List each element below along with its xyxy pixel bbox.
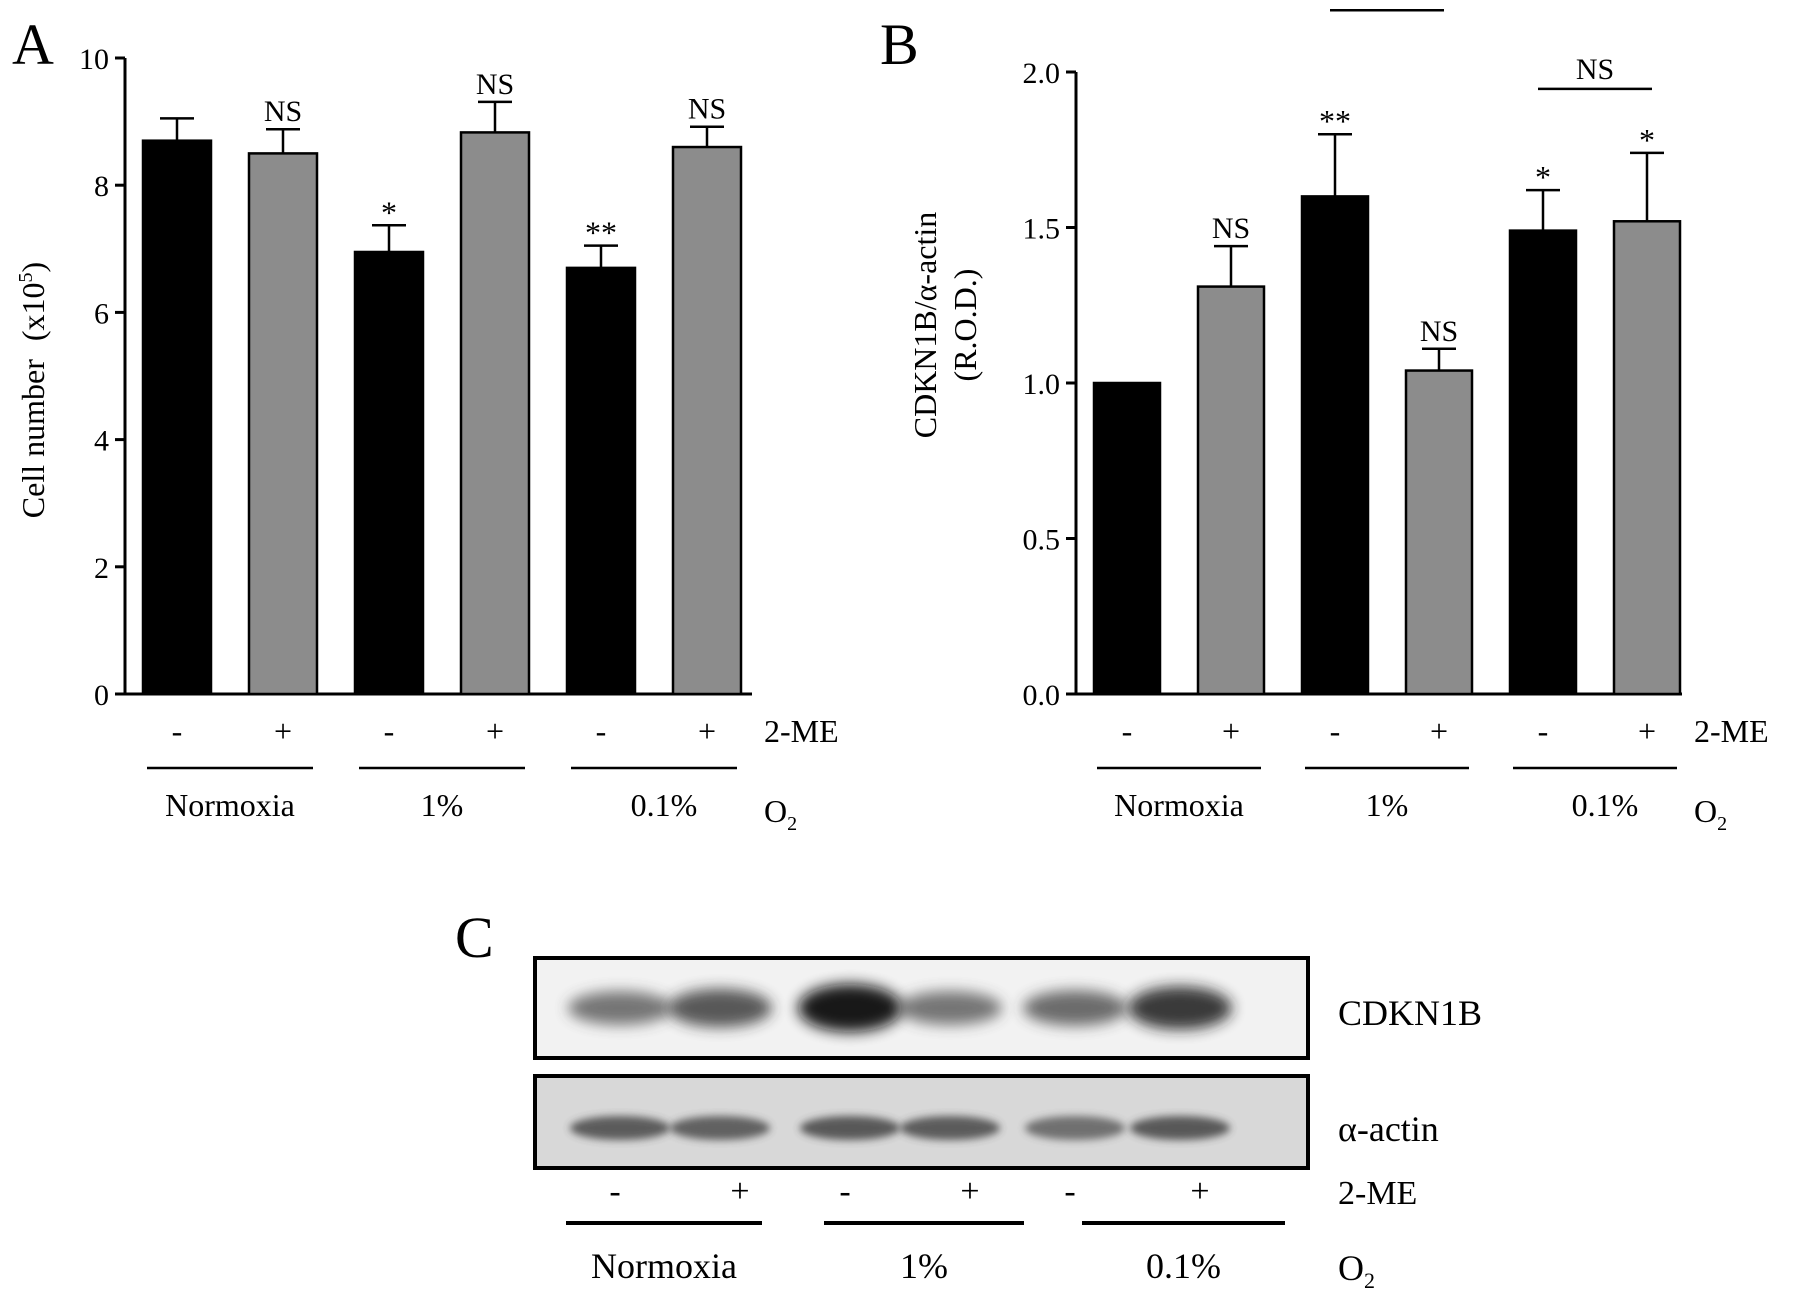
blot-treatment-sign: - [1064, 1173, 1075, 1210]
blot-treatment-sign: - [839, 1173, 850, 1210]
chart-a-ylabel-text: Cell number [15, 359, 51, 518]
chart-a-treatment-sign: + [698, 713, 716, 749]
chart-a-bar [353, 250, 425, 696]
chart-a-ylabel-unit: (x10 [15, 282, 51, 341]
chart-a-treatment-label: 2-ME [764, 713, 839, 749]
chart-b-bar [1196, 285, 1266, 696]
chart-b-bar [1508, 229, 1578, 696]
chart-a-significance-label: NS [264, 95, 302, 128]
chart-a-group-label: 1% [421, 787, 464, 823]
panel-label-a: A [12, 12, 54, 77]
chart-b-treatment-label: 2-ME [1694, 713, 1769, 749]
chart-a: 0 2 4 6 8 10 NS * NS ** NS - + - + - +2-ME Normoxia 1% 0.1%… [79, 43, 839, 835]
chart-a-ytick-label: 10 [79, 43, 109, 76]
chart-a-treatment-sign: - [384, 713, 395, 749]
chart-b-ytick-label: 0.5 [1023, 524, 1061, 557]
blot-actin-band [800, 1116, 900, 1140]
chart-a-bar [671, 145, 743, 696]
chart-b-group-label: 1% [1366, 787, 1409, 823]
blot-actin-band [900, 1116, 1000, 1140]
chart-a-significance-label: NS [476, 68, 514, 101]
chart-a-treatment-sign: + [274, 713, 292, 749]
chart-a-ytick-label: 8 [94, 170, 109, 203]
blot-actin-band [1025, 1116, 1125, 1140]
chart-b-significance-label: * [1639, 122, 1655, 158]
chart-b-treatment-sign: - [1538, 713, 1549, 749]
blot-treatment-sign: + [960, 1173, 979, 1210]
chart-b-significance-label: * [1535, 159, 1551, 195]
blot-label-actin: α-actin [1338, 1109, 1439, 1149]
blot-treatment-sign: + [1190, 1173, 1209, 1210]
chart-b-bar [1612, 220, 1682, 696]
chart-a-bar [141, 139, 213, 696]
chart-b-significance-label: ** [1319, 103, 1351, 139]
chart-b-group-label: Normoxia [1114, 787, 1244, 823]
chart-b-ytick-label: 0.0 [1023, 679, 1061, 712]
chart-a-group-label: 0.1% [631, 787, 698, 823]
chart-b-treatment-sign: - [1122, 713, 1133, 749]
chart-b-ylabel-2: (R.O.D.) [947, 269, 983, 382]
chart-b-group-label: 0.1% [1572, 787, 1639, 823]
blot-cdkn1b-band [798, 984, 902, 1032]
chart-b-bar [1092, 381, 1162, 696]
chart-b-bar [1300, 195, 1370, 696]
chart-b-bar [1404, 369, 1474, 696]
chart-a-bar [247, 152, 319, 696]
blot-cdkn1b-band [898, 991, 1002, 1025]
chart-b-ytick-label: 1.5 [1023, 213, 1061, 246]
chart-a-group-axis-label: O2 [764, 793, 797, 835]
chart-b-ytick-label: 1.0 [1023, 368, 1061, 401]
blot-actin-band [570, 1116, 670, 1140]
chart-a-ytick-label: 4 [94, 425, 109, 458]
western-blot: CDKN1B α-actin - + - + - +2-ME Normoxia 1% 0.1% O2 [533, 956, 1482, 1293]
chart-a-bar [565, 266, 637, 696]
chart-a-ytick-label: 2 [94, 552, 109, 585]
chart-b-ytick-label: 2.0 [1023, 57, 1061, 90]
chart-b: 0.00.51.01.52.0NS**NS***NS-+-+-+2-MENorm… [1023, 0, 1769, 835]
chart-b-treatment-sign: + [1222, 713, 1240, 749]
chart-a-ylabel-close: ) [15, 262, 51, 273]
chart-a-treatment-sign: - [596, 713, 607, 749]
chart-a-significance-label: NS [688, 93, 726, 126]
blot-group-axis-label: O2 [1338, 1248, 1375, 1293]
panel-label-b: B [880, 12, 919, 77]
chart-b-comparison-label: NS [1576, 53, 1614, 86]
chart-b-significance-label: NS [1420, 315, 1458, 348]
blot-treatment-label: 2-ME [1338, 1175, 1417, 1212]
panel-label-c: C [455, 905, 494, 970]
blot-treatment-sign: + [730, 1173, 749, 1210]
chart-a-ylabel: Cell number (x105) [15, 262, 51, 518]
chart-b-ylabel: CDKN1B/α-actin [907, 212, 943, 439]
chart-a-ylabel-exp: 5 [15, 272, 37, 282]
chart-a-bar [459, 131, 531, 696]
blot-group-label: Normoxia [591, 1246, 737, 1286]
chart-b-treatment-sign: + [1638, 713, 1656, 749]
blot-cdkn1b-band [1023, 990, 1127, 1026]
blot-cdkn1b-band [568, 991, 672, 1025]
chart-a-treatment-sign: + [486, 713, 504, 749]
blot-treatment-sign: - [609, 1173, 620, 1210]
blot-group-label: 1% [900, 1246, 948, 1286]
blot-cdkn1b-band [1128, 986, 1232, 1030]
chart-b-significance-label: NS [1212, 212, 1250, 245]
blot-label-cdkn1b: CDKN1B [1338, 993, 1482, 1033]
chart-a-group-label: Normoxia [165, 787, 295, 823]
chart-b-treatment-sign: - [1330, 713, 1341, 749]
blot-actin-band [1130, 1116, 1230, 1140]
blot-group-label: 0.1% [1146, 1246, 1221, 1286]
blot-actin-band [670, 1116, 770, 1140]
chart-a-treatment-sign: - [172, 713, 183, 749]
chart-b-group-axis-label: O2 [1694, 793, 1727, 835]
chart-a-significance-label: ** [585, 215, 617, 251]
chart-b-treatment-sign: + [1430, 713, 1448, 749]
chart-a-ytick-label: 6 [94, 297, 109, 330]
blot-cdkn1b-band [668, 988, 772, 1028]
chart-a-significance-label: * [381, 194, 397, 230]
chart-a-ytick-label: 0 [94, 679, 109, 712]
chart-b-comparison-label: * [1380, 0, 1395, 7]
